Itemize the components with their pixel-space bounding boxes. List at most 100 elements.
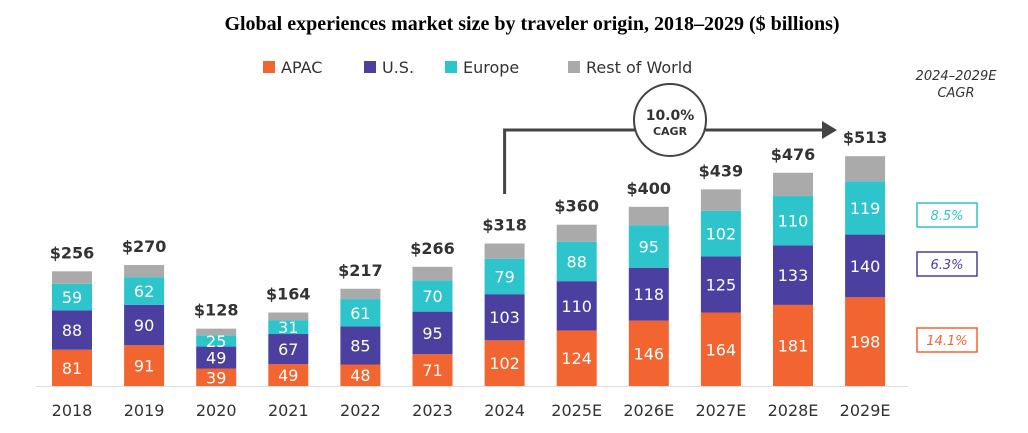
value-label-u-s-2019: 90 [134, 316, 154, 335]
total-label-2025e: $360 [554, 197, 599, 216]
x-tick-label-2020: 2020 [196, 401, 237, 420]
value-label-apac-2024: 102 [489, 354, 520, 373]
cagr-header-period: 2024–2029E [916, 69, 998, 84]
total-label-2026e: $400 [627, 179, 672, 198]
value-label-apac-2018: 81 [62, 359, 82, 378]
value-label-apac-2025e: 124 [561, 349, 592, 368]
bar-apac-2027e [700, 312, 741, 386]
value-label-europe-2021: 31 [278, 318, 298, 337]
legend-swatch-rest-of-world [568, 61, 580, 73]
bar-rest-of-world-2026e [628, 206, 669, 226]
bar-u-s-2019 [124, 304, 165, 346]
value-label-europe-2024: 79 [494, 267, 514, 286]
bar-rest-of-world-2024 [484, 243, 525, 259]
bars: 818859$2562018919062$2702019394925$12820… [36, 128, 908, 420]
value-label-europe-2028e: 110 [778, 212, 809, 231]
bar-apac-2028e [773, 304, 813, 386]
bar-group-2018: 81 88 59 $256 2018 [50, 243, 95, 420]
bar-group-2021: 49 67 31 $164 2021 [266, 285, 311, 420]
bar-group-2028e: 181 133 110 $476 2028E [768, 145, 819, 420]
bar-u-s-2027e [700, 256, 741, 313]
value-label-apac-2027e: 164 [706, 340, 737, 359]
x-tick-label-2019: 2019 [124, 401, 165, 420]
value-label-u-s-2020: 49 [206, 349, 226, 368]
chart-title: Global experiences market size by travel… [224, 13, 839, 35]
bar-group-2027e: 164 125 102 $439 2027E [695, 161, 746, 420]
cagr-box-apac [916, 327, 978, 353]
value-label-europe-2019: 62 [134, 282, 154, 301]
total-label-2021: $164 [266, 285, 311, 304]
bar-group-2026e: 146 118 95 $400 2026E [623, 179, 674, 420]
bar-rest-of-world-2019 [124, 265, 165, 278]
value-label-europe-2027e: 102 [706, 225, 737, 244]
value-label-apac-2019: 91 [134, 357, 154, 376]
legend-swatch-apac [263, 61, 275, 73]
bar-europe-2023 [412, 280, 453, 312]
bar-europe-2022 [340, 299, 381, 327]
total-label-2028e: $476 [771, 145, 816, 164]
value-label-apac-2029e: 198 [850, 333, 881, 352]
bar-apac-2023 [412, 354, 453, 386]
value-label-europe-2018: 59 [62, 288, 82, 307]
cagr-box-u-s [916, 251, 978, 277]
value-label-europe-2025e: 88 [567, 252, 587, 271]
bar-apac-2022 [340, 364, 381, 386]
bar-apac-2018 [52, 349, 92, 386]
bar-rest-of-world-2018 [52, 271, 92, 284]
x-tick-label-2023: 2023 [412, 401, 453, 420]
total-label-2024: $318 [482, 216, 527, 235]
bar-u-s-2023 [412, 311, 453, 355]
cagr-box-europe [916, 202, 978, 228]
x-tick-label-2026e: 2026E [623, 401, 674, 420]
total-label-2018: $256 [50, 243, 95, 262]
bar-u-s-2029e [845, 234, 886, 298]
total-label-2022: $217 [338, 261, 383, 280]
value-label-apac-2022: 48 [350, 366, 370, 385]
legend-swatch-u-s [364, 61, 376, 73]
value-label-u-s-2028e: 133 [778, 266, 809, 285]
x-tick-label-2028e: 2028E [768, 401, 819, 420]
cagr-circle [633, 83, 707, 157]
value-label-apac-2028e: 181 [778, 336, 809, 355]
x-tick-label-2018: 2018 [52, 401, 93, 420]
bar-group-2022: 48 85 61 $217 2022 [338, 261, 383, 420]
value-label-europe-2020: 25 [206, 332, 226, 351]
bar-rest-of-world-2023 [412, 266, 453, 281]
bar-apac-2029e [845, 297, 886, 386]
cagr-header-label: CAGR [937, 86, 974, 101]
x-tick-label-2029e: 2029E [840, 401, 891, 420]
value-label-europe-2023: 70 [422, 287, 442, 306]
bar-europe-2029e [845, 181, 886, 235]
value-label-u-s-2029e: 140 [850, 257, 881, 276]
value-label-u-s-2023: 95 [422, 324, 442, 343]
bar-europe-2020 [196, 335, 237, 347]
bar-rest-of-world-2029e [845, 156, 886, 182]
bar-rest-of-world-2025e [556, 224, 597, 242]
bar-group-2025e: 124 110 88 $360 2025E [551, 197, 602, 420]
bar-rest-of-world-2022 [340, 288, 381, 300]
legend-label-u-s: U.S. [382, 58, 414, 77]
bar-europe-2027e [700, 210, 741, 257]
bar-apac-2021 [268, 364, 309, 386]
value-label-europe-2022: 61 [350, 304, 370, 323]
cagr-value-apac: 14.1% [926, 334, 967, 349]
bar-rest-of-world-2020 [196, 328, 237, 336]
bar-u-s-2026e [628, 267, 669, 321]
value-label-europe-2029e: 119 [850, 199, 881, 218]
bar-u-s-2025e [556, 281, 597, 331]
x-tick-label-2025e: 2025E [551, 401, 602, 420]
bar-europe-2018 [52, 283, 92, 311]
value-label-u-s-2026e: 118 [634, 285, 665, 304]
cagr-panel: 2024–2029E CAGR 8.5% 6.3% 14.1% [916, 69, 998, 353]
bar-rest-of-world-2021 [268, 312, 309, 321]
bar-apac-2024 [484, 340, 525, 386]
cagr-circle-value: 10.0% [646, 108, 695, 124]
x-tick-label-2024: 2024 [484, 401, 525, 420]
total-label-2020: $128 [194, 301, 239, 320]
bar-u-s-2021 [268, 334, 309, 365]
value-label-apac-2023: 71 [422, 361, 442, 380]
total-label-2027e: $439 [699, 161, 744, 180]
bar-apac-2025e [556, 330, 597, 386]
